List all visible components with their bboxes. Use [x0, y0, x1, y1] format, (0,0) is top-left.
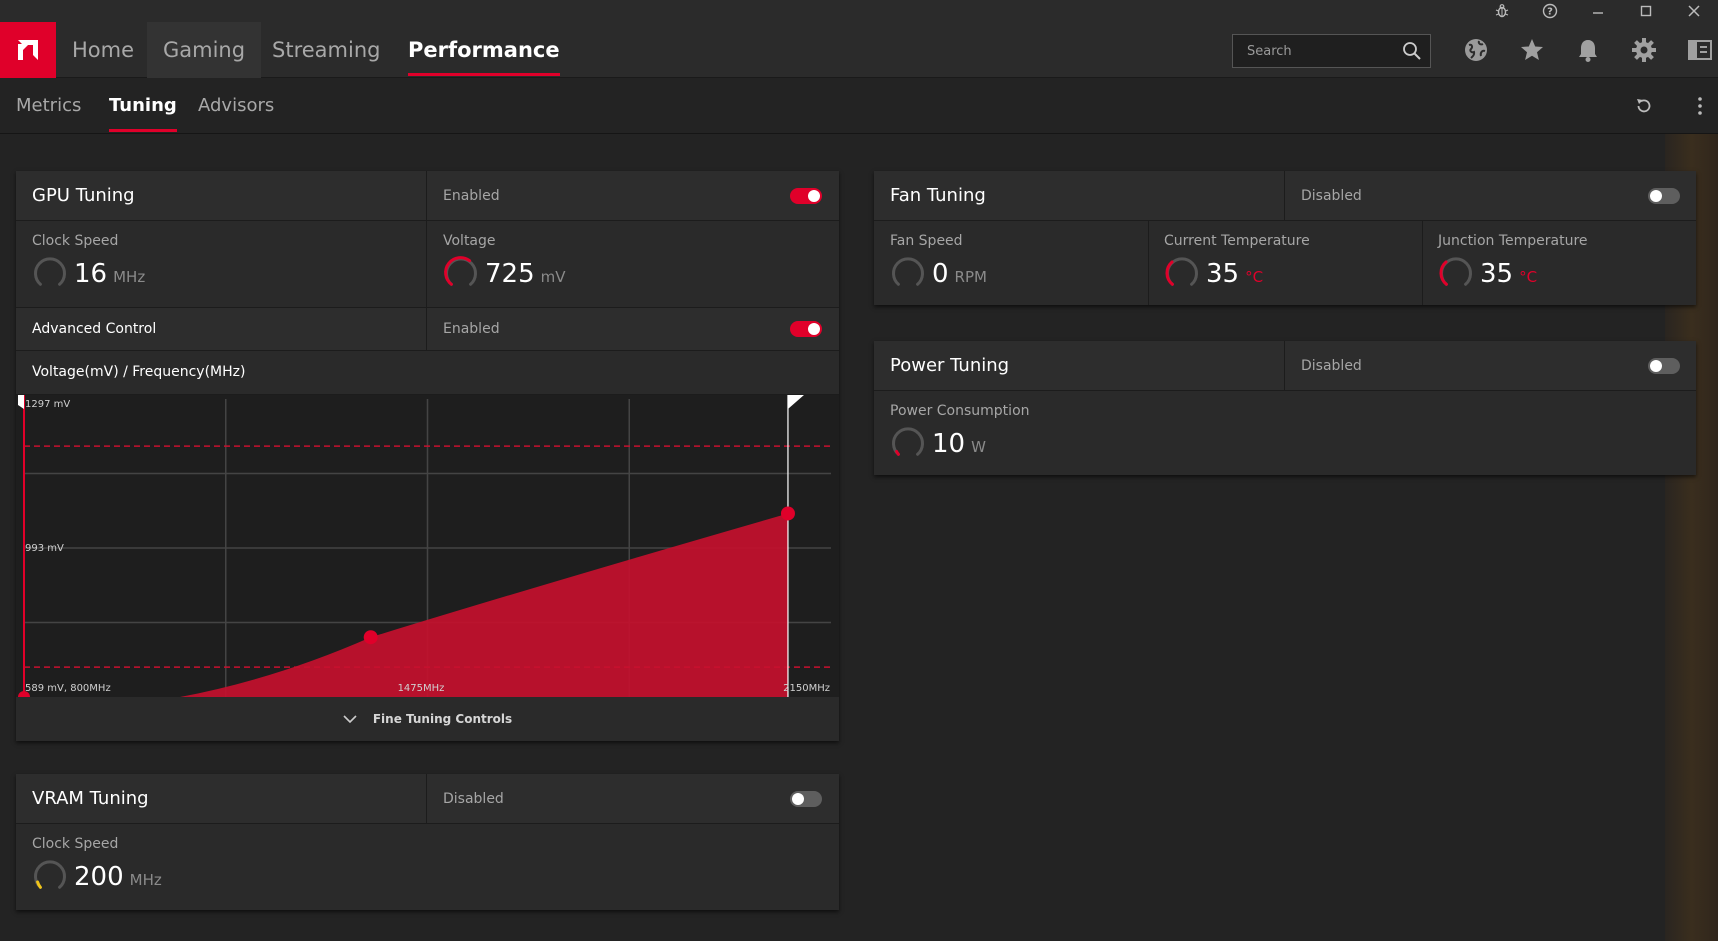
fan-tuning-title: Fan Tuning: [890, 185, 986, 206]
gpu-voltage-value: 725: [485, 259, 535, 289]
curve-control-point[interactable]: [780, 506, 795, 521]
curve-area: [24, 513, 788, 697]
fan-speed-unit: RPM: [954, 268, 987, 286]
title-bar: ?: [0, 0, 1718, 22]
tab-gaming[interactable]: Gaming: [147, 22, 262, 78]
fan-speed-gauge-icon: [892, 257, 924, 286]
tick-label-bottom-right: 2150MHz: [783, 683, 830, 694]
vram-tuning-header: VRAM Tuning Disabled: [16, 774, 839, 824]
advanced-control-label: Advanced Control: [32, 321, 157, 337]
tab-home[interactable]: Home: [72, 38, 135, 62]
fine-tuning-label: Fine Tuning Controls: [372, 712, 513, 726]
power-tuning-card: Power Tuning Disabled Power Consumption …: [874, 341, 1696, 475]
fan-tuning-toggle[interactable]: [1648, 188, 1680, 204]
advanced-control-state: Enabled: [443, 321, 500, 337]
vram-clock-value: 200: [74, 862, 124, 892]
gpu-voltage-unit: mV: [540, 268, 566, 286]
voltage-frequency-chart[interactable]: 1297 mV 993 mV 589 mV, 800MHz 1475MHz 21…: [16, 395, 839, 703]
tick-label-bottom-mid: 1475MHz: [398, 683, 445, 694]
tick-label-mid: 993 mV: [25, 543, 64, 554]
current-temperature-value: 35: [1206, 259, 1240, 289]
gear-icon[interactable]: [1629, 35, 1659, 65]
vram-tuning-toggle[interactable]: [790, 791, 822, 807]
gpu-clock-label: Clock Speed: [32, 233, 119, 249]
power-consumption-label: Power Consumption: [890, 403, 1030, 419]
tab-advisors[interactable]: Advisors: [198, 95, 275, 116]
current-temperature-label: Current Temperature: [1164, 233, 1310, 249]
junction-temperature-gauge-icon: [1439, 257, 1472, 286]
curve-control-point[interactable]: [363, 630, 378, 645]
power-consumption-gauge-icon: [892, 427, 924, 456]
star-icon[interactable]: [1517, 35, 1547, 65]
power-tuning-header: Power Tuning Disabled: [874, 341, 1696, 391]
close-icon[interactable]: [1670, 0, 1718, 22]
reset-icon[interactable]: [1632, 94, 1656, 118]
bell-icon[interactable]: [1573, 35, 1603, 65]
gpu-tuning-title: GPU Tuning: [32, 185, 135, 206]
search-input[interactable]: [1233, 35, 1393, 67]
sub-nav: Metrics Tuning Advisors: [0, 78, 1718, 134]
sidebar-panel-icon[interactable]: [1685, 35, 1715, 65]
gpu-tuning-state: Enabled: [443, 188, 500, 204]
bug-report-icon[interactable]: [1478, 0, 1526, 22]
tab-tuning[interactable]: Tuning: [109, 78, 177, 134]
max-frequency-handle-icon[interactable]: [787, 395, 804, 409]
curve-title-row: Voltage(mV) / Frequency(MHz): [16, 351, 839, 395]
more-options-icon[interactable]: [1688, 94, 1712, 118]
svg-text:?: ?: [1547, 7, 1553, 18]
power-tuning-state: Disabled: [1301, 358, 1362, 374]
advanced-control-toggle[interactable]: [790, 321, 822, 337]
current-temperature-gauge-icon: [1165, 257, 1198, 286]
tab-streaming[interactable]: Streaming: [272, 38, 381, 62]
vram-tuning-state: Disabled: [443, 791, 504, 807]
maximize-icon[interactable]: [1622, 0, 1670, 22]
vram-clock-gauge-icon: [34, 860, 66, 889]
power-consumption-value: 10: [932, 429, 966, 459]
tab-performance[interactable]: Performance: [392, 22, 576, 78]
fan-tuning-state: Disabled: [1301, 188, 1362, 204]
tick-label-bottom-left: 589 mV, 800MHz: [25, 683, 111, 694]
fine-tuning-controls-button[interactable]: Fine Tuning Controls: [16, 697, 839, 741]
voltage-frequency-chart-svg: 1297 mV 993 mV 589 mV, 800MHz 1475MHz 21…: [18, 395, 831, 703]
power-tuning-toggle[interactable]: [1648, 358, 1680, 374]
tab-metrics[interactable]: Metrics: [16, 95, 82, 116]
amd-logo-icon[interactable]: [0, 22, 56, 78]
vram-tuning-title: VRAM Tuning: [32, 788, 149, 809]
vram-clock-unit: MHz: [129, 871, 162, 889]
gpu-voltage-label: Voltage: [443, 233, 496, 249]
minimize-icon[interactable]: [1574, 0, 1622, 22]
vram-clock-label: Clock Speed: [32, 836, 119, 852]
gpu-voltage-gauge-icon: [444, 256, 477, 286]
vram-tuning-card: VRAM Tuning Disabled Clock Speed 200 MHz: [16, 774, 839, 910]
fan-tuning-header: Fan Tuning Disabled: [874, 171, 1696, 221]
gpu-tuning-card: GPU Tuning Enabled Clock Speed 16 MHz Vol…: [16, 171, 839, 741]
fan-speed-value: 0: [932, 259, 949, 289]
junction-temperature-label: Junction Temperature: [1438, 233, 1588, 249]
gpu-clock-value: 16: [74, 259, 108, 289]
power-tuning-title: Power Tuning: [890, 355, 1010, 376]
top-nav: Home Gaming Streaming Performance: [0, 22, 1718, 78]
gpu-tuning-header: GPU Tuning Enabled: [16, 171, 839, 221]
min-frequency-handle-icon[interactable]: [18, 395, 24, 409]
globe-icon[interactable]: [1461, 35, 1491, 65]
search-icon[interactable]: [1402, 41, 1422, 65]
power-consumption-unit: W: [971, 438, 986, 456]
gpu-clock-unit: MHz: [113, 268, 146, 286]
chevron-down-icon: [343, 714, 357, 723]
junction-temperature-value: 35: [1480, 259, 1514, 289]
curve-title: Voltage(mV) / Frequency(MHz): [32, 364, 246, 380]
advanced-control-row: Advanced Control Enabled: [16, 307, 839, 351]
tick-label-top: 1297 mV: [25, 399, 70, 410]
junction-temperature-unit: °C: [1519, 268, 1538, 286]
gpu-clock-gauge-icon: [34, 257, 66, 286]
fan-speed-label: Fan Speed: [890, 233, 963, 249]
fan-tuning-card: Fan Tuning Disabled Fan Speed 0 RPM Curre…: [874, 171, 1696, 305]
search-box: [1232, 34, 1431, 68]
voltage-limit-lines: [24, 445, 831, 668]
current-temperature-unit: °C: [1245, 268, 1264, 286]
help-icon[interactable]: ?: [1526, 0, 1574, 22]
gpu-tuning-toggle[interactable]: [790, 188, 822, 204]
